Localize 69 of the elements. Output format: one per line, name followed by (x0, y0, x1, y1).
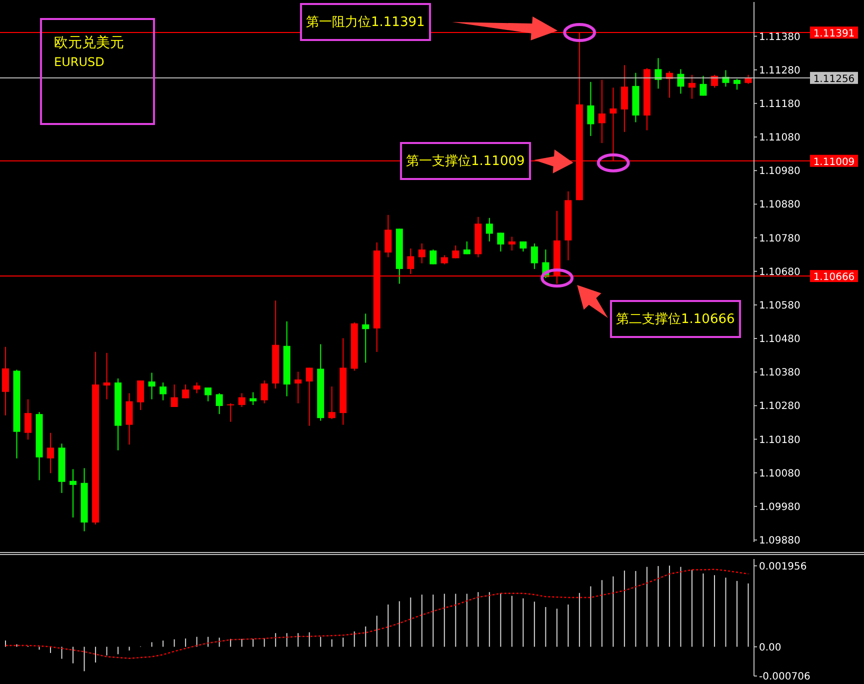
candlestick (430, 249, 437, 265)
y-tick-label: 0.001956 (759, 561, 807, 572)
candlestick (126, 392, 133, 446)
candlestick (182, 384, 190, 399)
candlestick (204, 387, 212, 402)
y-tick-label: 1.10480 (759, 334, 800, 346)
y-tick-label: 1.11180 (759, 98, 800, 110)
text: 欧元兑美元 (54, 34, 124, 52)
y-tick-label: 1.10680 (759, 266, 800, 278)
ref-line-label: 1.10666 (813, 272, 855, 284)
y-tick-label: 1.11080 (759, 132, 800, 144)
candlestick (170, 384, 178, 408)
text: EURUSD (54, 55, 104, 69)
y-tick-label: 1.10780 (759, 233, 800, 244)
y-tick-label: 1.10280 (759, 401, 800, 412)
y-tick-label: 1.10080 (759, 468, 800, 480)
candlestick (440, 254, 448, 265)
annotation: 第一支撑位1.11009 (400, 142, 531, 180)
candlestick (24, 398, 32, 440)
candlestick (260, 380, 268, 404)
candlestick (677, 68, 684, 94)
y-tick-label: 1.09880 (759, 536, 800, 547)
candlestick (47, 432, 54, 474)
y-tick-label: -0.000706 (759, 672, 810, 683)
candlestick (193, 382, 200, 394)
candlestick (486, 217, 493, 242)
candlestick (587, 81, 594, 136)
line-series (5, 568, 749, 659)
candlestick (238, 392, 246, 408)
candlestick (598, 79, 606, 144)
ref-line-label: 1.11009 (813, 156, 855, 168)
y-tick-label: 1.10580 (759, 300, 800, 312)
candlestick (463, 240, 470, 255)
candlestick (148, 372, 156, 400)
candlestick (362, 313, 370, 364)
candlestick (418, 242, 426, 264)
y-tick-label: 1.10180 (759, 434, 800, 446)
candlestick (2, 346, 9, 416)
candlestick (160, 382, 167, 401)
candlestick (328, 386, 336, 420)
ref-line-label: 1.11391 (813, 28, 855, 40)
candlestick (654, 58, 662, 90)
y-tick-label: 1.10980 (759, 166, 800, 178)
candlestick (294, 371, 302, 404)
candlestick (452, 244, 460, 259)
candlestick (216, 392, 223, 415)
y-tick-label: 0.00 (759, 642, 782, 654)
candlestick (250, 392, 257, 406)
candlestick (508, 236, 516, 252)
candlestick (620, 64, 628, 132)
y-tick-label: 1.11380 (759, 32, 800, 43)
candlestick (70, 468, 77, 518)
candlestick (103, 352, 110, 400)
annotation: 第二支撑位1.10666 (610, 300, 741, 338)
candlestick (700, 75, 707, 96)
candlestick (306, 367, 313, 426)
candlestick (530, 242, 538, 270)
y-tick-label: 1.10880 (759, 200, 800, 211)
ref-line-label: 1.11256 (813, 74, 855, 85)
y-tick-label: 1.09980 (759, 502, 800, 513)
annotation: 第一阻力位1.11391 (300, 3, 431, 41)
candlestick (384, 214, 392, 258)
candlestick (497, 232, 504, 252)
y-tick-label: 1.10380 (759, 368, 800, 379)
candlestick (137, 380, 144, 411)
y-tick-label: 1.11280 (759, 65, 800, 76)
candlestick (688, 74, 696, 100)
candlestick (733, 78, 740, 90)
candlestick (227, 402, 234, 422)
